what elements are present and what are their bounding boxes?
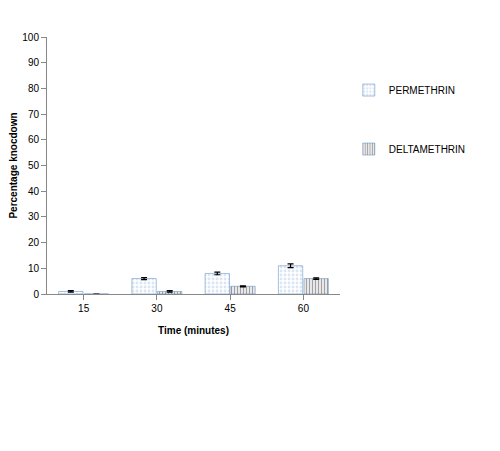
svg-text:PERMETHRIN: PERMETHRIN (389, 85, 455, 96)
svg-text:15: 15 (78, 303, 90, 314)
svg-text:50: 50 (28, 160, 40, 171)
svg-text:Percentage knocdown: Percentage knocdown (8, 112, 19, 218)
svg-text:40: 40 (28, 186, 40, 197)
svg-text:DELTAMETHRIN: DELTAMETHRIN (389, 144, 465, 155)
svg-text:30: 30 (28, 211, 40, 222)
svg-text:90: 90 (28, 57, 40, 68)
svg-text:60: 60 (298, 303, 310, 314)
svg-text:70: 70 (28, 109, 40, 120)
svg-text:30: 30 (151, 303, 163, 314)
svg-text:20: 20 (28, 237, 40, 248)
svg-text:100: 100 (22, 32, 39, 43)
svg-text:Time (minutes): Time (minutes) (158, 325, 229, 336)
svg-text:60: 60 (28, 134, 40, 145)
svg-text:0: 0 (33, 289, 39, 300)
svg-text:10: 10 (28, 263, 40, 274)
svg-text:45: 45 (225, 303, 237, 314)
svg-text:80: 80 (28, 83, 40, 94)
